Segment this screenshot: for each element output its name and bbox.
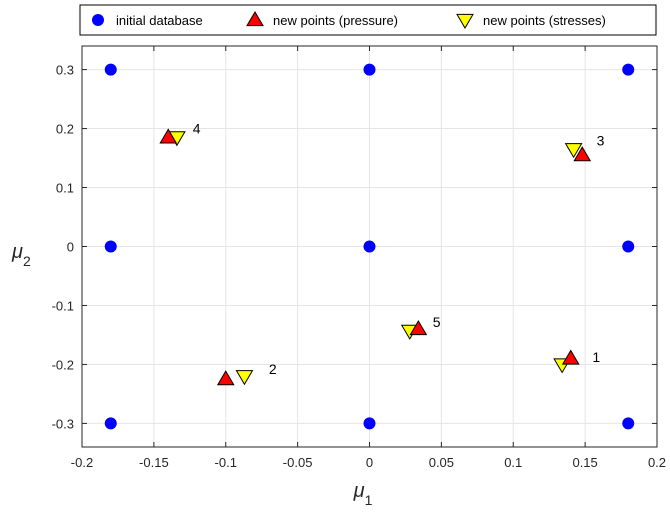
y-tick-label: 0 (67, 240, 74, 255)
initial-database-point (363, 240, 376, 253)
new-points-pressure-point (573, 146, 592, 162)
y-tick-label: -0.1 (52, 298, 74, 313)
new-points-stresses-point (235, 370, 254, 386)
y-tick-label: -0.2 (52, 357, 74, 372)
new-points-pressure-point (561, 349, 580, 365)
x-tick-label: -0.2 (71, 455, 93, 470)
x-tick-label: -0.1 (215, 455, 237, 470)
initial-database-point (622, 417, 635, 430)
x-tick-label: 0.2 (648, 455, 666, 470)
x-tick-label: 0 (366, 455, 373, 470)
annotation-label: 4 (193, 121, 201, 137)
y-tick-label: 0.2 (56, 122, 74, 137)
initial-database-point (622, 240, 635, 253)
data-marks (104, 63, 635, 430)
x-tick-label: 0.05 (429, 455, 454, 470)
y-axis-label: μ2 (11, 241, 31, 269)
y-tick-label: 0.3 (56, 63, 74, 78)
new-points-pressure-point (216, 370, 235, 386)
y-tick-label: 0.1 (56, 181, 74, 196)
annotation-label: 1 (592, 349, 600, 365)
legend-entry: initial database (116, 13, 203, 28)
annotation-label: 3 (597, 132, 605, 148)
y-tick-label: -0.3 (52, 416, 74, 431)
new-points-pressure-point (409, 320, 428, 336)
legend: initial database new points (pressure) new… (79, 4, 657, 36)
legend-marker (92, 14, 104, 26)
ticks: -0.2 -0.15 -0.1 -0.05 0 0.05 0.1 0.15 0.2-0.3-0.… (52, 46, 666, 470)
annotation-label: 2 (269, 361, 277, 377)
x-tick-label: -0.15 (139, 455, 169, 470)
legend-entry: new points (pressure) (273, 13, 398, 28)
new-points-stresses-point (564, 143, 583, 159)
legend-marker (456, 13, 474, 29)
initial-database-point (104, 417, 117, 430)
x-tick-label: 0.1 (504, 455, 522, 470)
initial-database-point (363, 63, 376, 76)
initial-database-point (104, 240, 117, 253)
x-tick-label: -0.05 (283, 455, 313, 470)
new-points-pressure-point (159, 128, 178, 144)
x-tick-label: 0.15 (572, 455, 597, 470)
legend-entry: new points (stresses) (483, 13, 606, 28)
x-axis-label: μ1 (353, 480, 373, 508)
point-annotations: 1 2 3 4 5 (193, 121, 605, 378)
annotation-label: 5 (433, 314, 441, 330)
initial-database-point (363, 417, 376, 430)
legend-box (79, 4, 657, 36)
legend-marker (246, 11, 264, 27)
initial-database-point (104, 63, 117, 76)
initial-database-point (622, 63, 635, 76)
